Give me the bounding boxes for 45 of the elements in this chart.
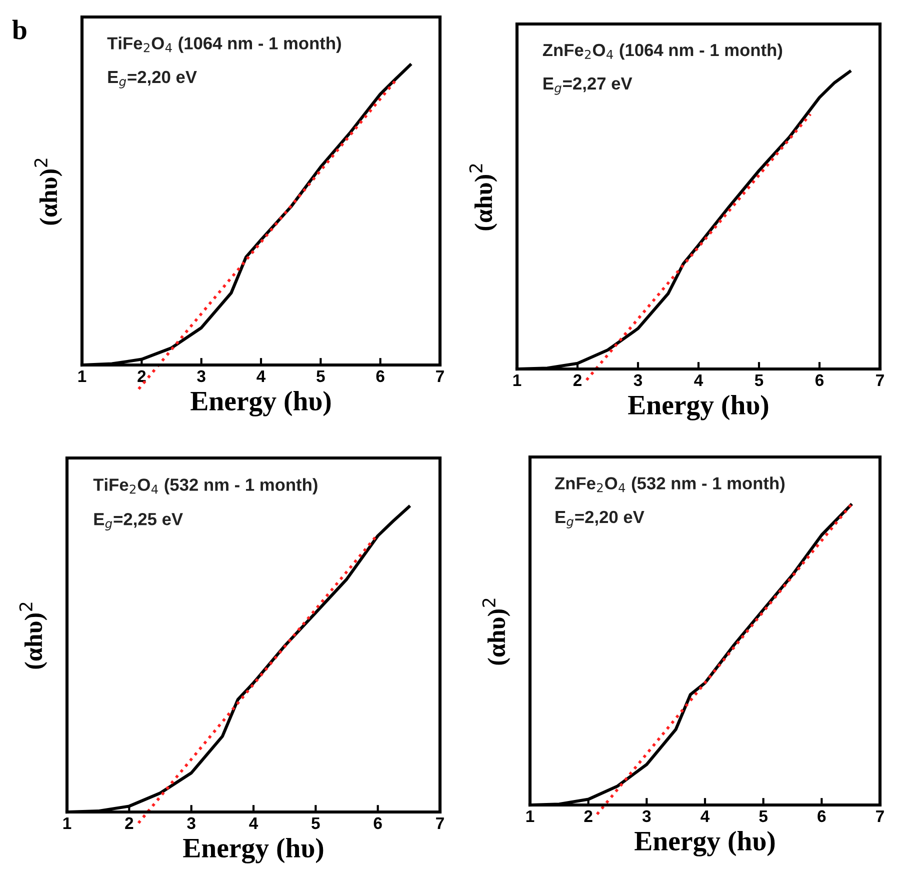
- x-tick-label: 7: [436, 370, 444, 382]
- text: TiFe$_{2}$O$_{4}$ (532 nm - 1 month): [93, 478, 318, 494]
- text: b: [12, 20, 26, 40]
- text: ZnFe$_{2}$O$_{4}$ (532 nm - 1 month): [555, 476, 785, 493]
- x-tick-label: 6: [815, 374, 824, 386]
- x-tick-label: 3: [197, 370, 206, 382]
- x-tick-label: 4: [256, 370, 266, 382]
- x-tick-label: 7: [876, 374, 884, 386]
- x-tick-label: 2: [584, 810, 592, 822]
- x-tick-label: 7: [876, 810, 884, 822]
- y-axis-title: (αhυ)$^{2}$: [482, 598, 510, 665]
- y-axis-title: (αhυ)$^{2}$: [469, 164, 498, 230]
- x-tick-label: 2: [138, 370, 146, 382]
- x-tick-label: 6: [818, 810, 826, 822]
- x-tick-label: 5: [312, 817, 320, 830]
- x-tick-label: 1: [526, 810, 534, 822]
- x-tick-label: 3: [187, 817, 196, 830]
- annotation: E$_{g}$=2,27 eV: [544, 77, 632, 95]
- x-tick-label: 1: [78, 370, 86, 382]
- x-axis-title: Energy (hυ): [183, 838, 324, 864]
- x-tick-label: 5: [759, 810, 768, 822]
- text: TiFe$_{2}$O$_{4}$ (1064 nm - 1 month): [107, 36, 341, 53]
- x-tick-label: 4: [700, 810, 710, 822]
- x-tick-label: 1: [513, 374, 522, 386]
- annotation: E$_{g}$=2,20 eV: [108, 70, 197, 88]
- x-tick-label: 6: [376, 370, 384, 382]
- annotation: E$_{g}$=2,25 eV: [94, 512, 183, 530]
- x-axis-title: Energy (hυ): [628, 394, 768, 420]
- x-tick-label: 6: [374, 817, 382, 830]
- x-tick-label: 1: [63, 817, 72, 829]
- annotation: E$_{g}$=2,20 eV: [556, 510, 644, 528]
- x-tick-label: 7: [436, 817, 444, 829]
- text: ZnFe$_{2}$O$_{4}$ (1064 nm - 1 month): [542, 43, 782, 60]
- x-tick-label: 5: [316, 370, 325, 382]
- y-axis-title: (αhυ)$^{2}$: [19, 602, 48, 669]
- x-tick-label: 4: [694, 374, 704, 386]
- x-tick-label: 2: [125, 817, 134, 829]
- x-tick-label: 4: [249, 817, 258, 829]
- x-tick-label: 3: [634, 374, 642, 386]
- x-axis-title: Energy (hυ): [190, 390, 331, 416]
- x-axis-title: Energy (hυ): [634, 830, 775, 856]
- x-tick-label: 3: [642, 810, 651, 822]
- x-tick-label: 2: [573, 374, 582, 386]
- y-axis-title: (αhυ)$^{2}$: [34, 158, 62, 225]
- x-tick-label: 5: [754, 374, 764, 386]
